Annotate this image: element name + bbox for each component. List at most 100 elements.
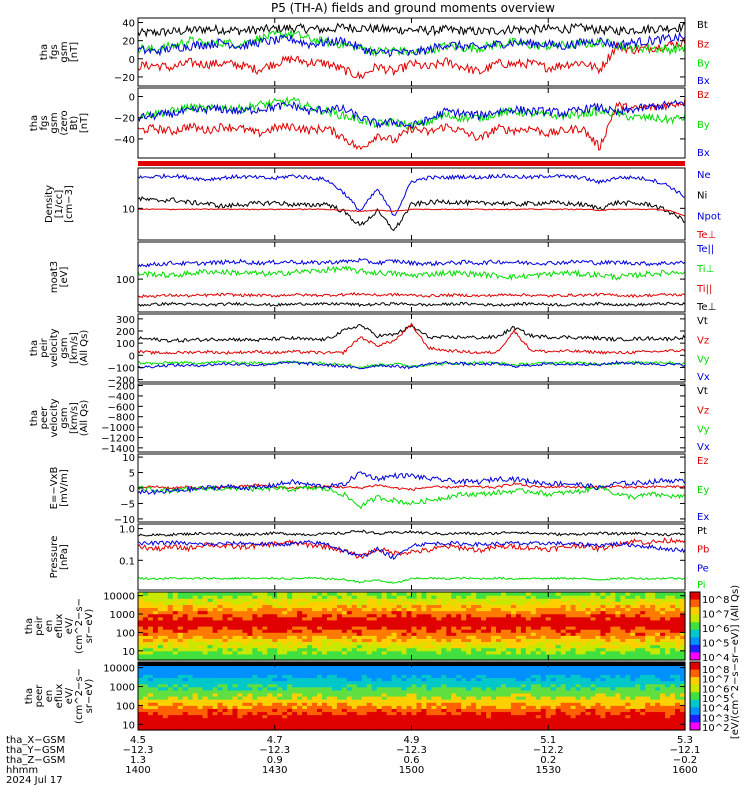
spectrogram-cell [267, 598, 273, 602]
spectrogram-cell [570, 616, 577, 621]
spectrogram-cell [222, 665, 229, 669]
spectrogram-cell [351, 613, 358, 618]
spectrogram-cell [615, 696, 621, 700]
spectrogram-cell [600, 683, 607, 688]
spectrogram-cell [396, 696, 403, 700]
spectrogram-cell [476, 705, 482, 709]
spectrogram-cell [302, 717, 308, 722]
spectrogram-cell [520, 720, 527, 725]
spectrogram-cell [197, 711, 204, 716]
spectrogram-cell [371, 726, 378, 731]
series-p4-2 [137, 291, 686, 299]
spectrogram-cell [287, 644, 293, 649]
spectrogram-cell [202, 674, 209, 679]
spectrogram-cell [565, 647, 572, 652]
spectrogram-cell [351, 711, 358, 716]
spectrogram-cell [247, 613, 253, 618]
spectrogram-cell [361, 616, 368, 621]
spectrogram-cell [436, 641, 442, 646]
series-p4-0 [137, 257, 686, 268]
spectrogram-cell [600, 686, 607, 691]
spectrogram-cell [590, 641, 597, 646]
spectrogram-cell [461, 629, 467, 633]
spectrogram-cell [292, 601, 298, 605]
spectrogram-cell [381, 677, 388, 682]
spectrogram-cell [376, 607, 383, 612]
spectrogram-cell [138, 674, 144, 679]
spectrogram-cell [530, 689, 537, 694]
spectrogram-cell [630, 610, 636, 615]
spectrogram-cell [242, 598, 248, 602]
spectrogram-cell [312, 632, 318, 636]
spectrogram-cell [366, 632, 373, 636]
spectrogram-cell [267, 622, 273, 627]
spectrogram-cell [515, 708, 522, 713]
spectrogram-cell [142, 592, 149, 596]
spectrogram-cell [605, 686, 612, 691]
spectrogram-cell [341, 689, 348, 694]
spectrogram-cell [540, 668, 547, 672]
spectrogram-cell [267, 601, 273, 605]
spectrogram-cell [396, 604, 403, 609]
spectrogram-cell [481, 671, 487, 675]
spectrogram-cell [436, 674, 442, 679]
spectrogram-cell [650, 653, 656, 658]
spectrogram-cell [590, 595, 597, 599]
spectrogram-cell [655, 601, 661, 605]
spectrogram-cell [227, 619, 234, 624]
spectrogram-cell [287, 607, 293, 612]
spectrogram-cell [212, 595, 219, 599]
spectrogram-cell [197, 683, 204, 688]
spectrogram-cell [630, 638, 636, 643]
spectrogram-cell [660, 616, 666, 621]
spectrogram-cell [650, 708, 656, 713]
spectrogram-cell [645, 601, 651, 605]
spectrogram-cell [421, 595, 428, 599]
spectrogram-cell [272, 635, 278, 639]
spectrogram-cell [336, 714, 343, 719]
spectrogram-cell [535, 638, 542, 643]
spectrogram-cell [217, 668, 224, 672]
spectrogram-cell [277, 613, 283, 618]
spectrogram-cell [565, 723, 572, 728]
spectrogram-cell [331, 641, 338, 646]
spectrogram-cell [366, 711, 373, 716]
spectrogram-cell [147, 692, 154, 697]
spectrogram-cell [605, 656, 612, 661]
spectrogram-cell [257, 653, 263, 658]
spectrogram-cell [570, 604, 577, 609]
spectrogram-cell [277, 720, 283, 725]
spectrogram-cell [272, 680, 278, 685]
spectrogram-cell [287, 598, 293, 602]
spectrogram-cell [630, 702, 636, 706]
spectrogram-cell [501, 705, 507, 709]
spectrogram-cell [177, 598, 184, 602]
y-axis-label: tha [29, 115, 40, 131]
spectrogram-cell [406, 626, 413, 630]
spectrogram-cell [421, 635, 428, 639]
spectrogram-cell [147, 699, 154, 703]
legend-p5-1: Vz [697, 335, 709, 346]
spectrogram-cell [317, 726, 323, 731]
spectrogram-cell [620, 717, 626, 722]
spectrogram-cell [317, 650, 323, 655]
spectrogram-cell [496, 708, 502, 713]
y-tick-label: 10 [122, 647, 135, 658]
spectrogram-cell [207, 629, 214, 633]
spectrogram-cell [491, 717, 497, 722]
spectrogram-cell [307, 604, 313, 609]
spectrogram-cell [401, 622, 408, 627]
spectrogram-cell [252, 616, 258, 621]
spectrogram-cell [640, 696, 646, 700]
spectrogram-cell [147, 598, 154, 602]
spectrogram-cell [645, 629, 651, 633]
spectrogram-cell [605, 726, 612, 731]
spectrogram-cell [227, 726, 234, 731]
spectrogram-cell [232, 668, 239, 672]
spectrogram-cell [172, 619, 179, 624]
spectrogram-cell [321, 607, 328, 612]
spectrogram-cell [575, 689, 582, 694]
spectrogram-cell [585, 635, 592, 639]
spectrogram-cell [147, 696, 154, 700]
spectrogram-cell [331, 592, 338, 596]
